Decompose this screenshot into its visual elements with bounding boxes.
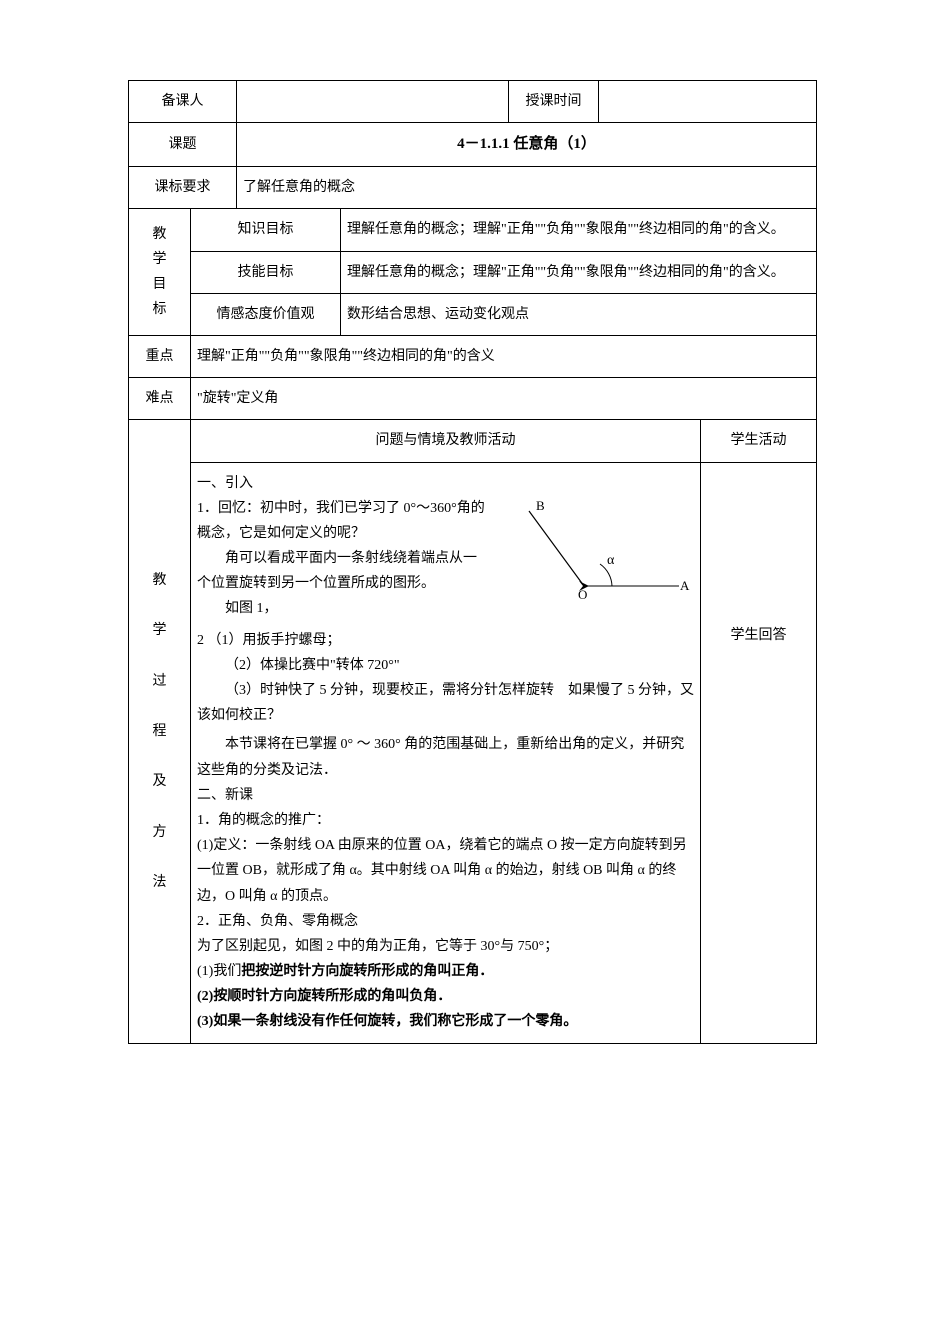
new-p2: 2．正角、负角、零角概念 xyxy=(197,909,694,934)
intro-p2c: （3）时钟快了 5 分钟，现要校正，需将分针怎样旋转 如果慢了 5 分钟，又该如… xyxy=(197,678,694,728)
new-p2d: (3)如果一条射线没有作任何旋转，我们称它形成了一个零角。 xyxy=(197,1009,694,1034)
student-header: 学生活动 xyxy=(701,420,817,462)
preparer-value xyxy=(237,81,509,123)
new-p1: 1．角的概念的推广： xyxy=(197,808,694,833)
qa-header: 问题与情境及教师活动 xyxy=(191,420,701,462)
new-p2a: 为了区别起见，如图 2 中的角为正角，它等于 30°与 750°； xyxy=(197,934,694,959)
intro-title: 一、引入 xyxy=(197,471,694,496)
qa-body: 一、引入 B A O α 1．回忆：初中时，我们已学习了 0°～360°角的概念… xyxy=(191,462,701,1043)
row-topic: 课题 4－1.1.1 任意角（1） xyxy=(129,123,817,167)
row-obj-skill: 技能目标 理解任意角的概念；理解"正角""负角""象限角""终边相同的角"的含义… xyxy=(129,251,817,293)
row-preparer: 备课人 授课时间 xyxy=(129,81,817,123)
angle-svg: B A O α xyxy=(494,496,694,616)
keypoint-value: 理解"正角""负角""象限角""终边相同的角"的含义 xyxy=(191,335,817,377)
topic-label: 课题 xyxy=(129,123,237,167)
intro-p3: 本节课将在已掌握 0° ～ 360° 角的范围基础上，重新给出角的定义，并研究这… xyxy=(197,732,694,782)
row-process-header: 教学过程及方法 问题与情境及教师活动 学生活动 xyxy=(129,420,817,462)
attitude-label: 情感态度价值观 xyxy=(191,293,341,335)
attitude-value: 数形结合思想、运动变化观点 xyxy=(341,293,817,335)
preparer-label: 备课人 xyxy=(129,81,237,123)
angle-diagram: B A O α xyxy=(494,496,694,616)
row-standard: 课标要求 了解任意角的概念 xyxy=(129,167,817,209)
standard-label: 课标要求 xyxy=(129,167,237,209)
lesson-plan-table: 备课人 授课时间 课题 4－1.1.1 任意角（1） 课标要求 了解任意角的概念… xyxy=(128,80,817,1044)
intro-p2a: 2 （1）用扳手拧螺母； xyxy=(197,628,694,653)
label-O: O xyxy=(578,587,587,602)
row-keypoint: 重点 理解"正角""负角""象限角""终边相同的角"的含义 xyxy=(129,335,817,377)
label-alpha: α xyxy=(607,553,615,568)
topic-value: 4－1.1.1 任意角（1） xyxy=(237,123,817,167)
difficulty-label: 难点 xyxy=(129,378,191,420)
objectives-group-label: 教学目标 xyxy=(129,209,191,336)
teachtime-value xyxy=(599,81,817,123)
intro-p2b: （2）体操比赛中"转体 720°" xyxy=(197,653,694,678)
teachtime-label: 授课时间 xyxy=(509,81,599,123)
process-side-label: 教学过程及方法 xyxy=(129,420,191,1043)
row-obj-attitude: 情感态度价值观 数形结合思想、运动变化观点 xyxy=(129,293,817,335)
student-activity-cell: 学生回答 xyxy=(701,462,817,1043)
page-container: 备课人 授课时间 课题 4－1.1.1 任意角（1） 课标要求 了解任意角的概念… xyxy=(0,80,945,1044)
knowledge-value: 理解任意角的概念；理解"正角""负角""象限角""终边相同的角"的含义。 xyxy=(341,209,817,251)
knowledge-label: 知识目标 xyxy=(191,209,341,251)
new-title: 二、新课 xyxy=(197,783,694,808)
label-B: B xyxy=(536,498,545,513)
keypoint-label: 重点 xyxy=(129,335,191,377)
skill-label: 技能目标 xyxy=(191,251,341,293)
new-p2b: (1)我们把按逆时针方向旋转所形成的角叫正角． xyxy=(197,959,694,984)
student-activity-text: 学生回答 xyxy=(731,628,787,643)
standard-value: 了解任意角的概念 xyxy=(237,167,817,209)
new-p1a: (1)定义：一条射线 OA 由原来的位置 OA，绕着它的端点 O 按一定方向旋转… xyxy=(197,833,694,909)
row-obj-knowledge: 教学目标 知识目标 理解任意角的概念；理解"正角""负角""象限角""终边相同的… xyxy=(129,209,817,251)
skill-value: 理解任意角的概念；理解"正角""负角""象限角""终边相同的角"的含义。 xyxy=(341,251,817,293)
new-p2c: (2)按顺时针方向旋转所形成的角叫负角． xyxy=(197,984,694,1009)
row-process-body: 一、引入 B A O α 1．回忆：初中时，我们已学习了 0°～360°角的概念… xyxy=(129,462,817,1043)
row-difficulty: 难点 "旋转"定义角 xyxy=(129,378,817,420)
difficulty-value: "旋转"定义角 xyxy=(191,378,817,420)
label-A: A xyxy=(680,578,690,593)
ray-OB xyxy=(529,511,584,586)
